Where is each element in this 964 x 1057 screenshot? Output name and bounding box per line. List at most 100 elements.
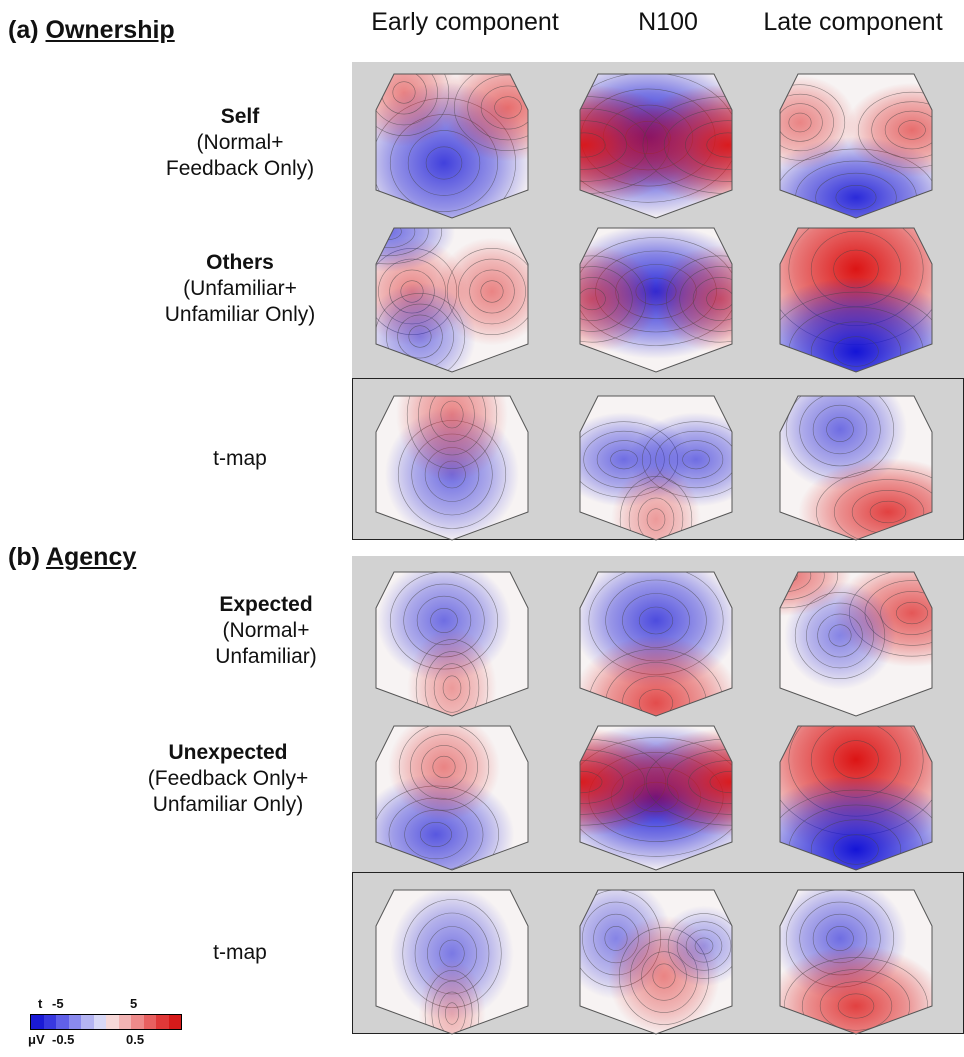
- contour-line: [622, 675, 690, 716]
- contour-line: [869, 500, 907, 524]
- scalp-outline: [579, 227, 733, 373]
- section-b-title: (b) Agency: [8, 543, 136, 572]
- section-b-prefix: (b): [8, 543, 40, 571]
- legend-swatch: [68, 1015, 81, 1029]
- scalp-map-ownership-self-0: [375, 73, 529, 219]
- row-sub-unexpected-2: Unfamiliar Only): [152, 793, 304, 816]
- contour-line: [801, 969, 911, 1034]
- contour-line: [424, 651, 480, 716]
- scalp-outline: [779, 571, 933, 717]
- contour-line: [685, 929, 723, 963]
- positive-region: [440, 74, 528, 162]
- scalp-outline: [375, 725, 529, 871]
- contour-line: [835, 185, 877, 210]
- positive-region: [418, 959, 486, 1034]
- positive-region: [652, 245, 732, 353]
- row-name-others: Others: [206, 251, 274, 274]
- contour-line: [646, 508, 666, 531]
- contour-line: [706, 287, 732, 311]
- contour-line: [857, 91, 932, 169]
- scalp-outline: [779, 395, 933, 541]
- contour-line: [780, 291, 932, 372]
- contour-line: [431, 980, 473, 1034]
- scalp-outline: [579, 395, 733, 541]
- row-label-self: Self (Normal+ Feedback Only): [140, 104, 340, 182]
- legend-swatch: [131, 1015, 144, 1029]
- row-label-others: Others (Unfamiliar+ Unfamiliar Only): [140, 250, 340, 328]
- row-sub-unexpected-1: (Feedback Only+: [147, 767, 309, 790]
- scalp-map-agency-unexpected-1: [579, 725, 733, 871]
- row-sub-self-2: Feedback Only): [165, 157, 315, 180]
- row-sub-others-1: (Unfamiliar+: [183, 277, 297, 300]
- positive-region: [407, 627, 497, 716]
- negative-region: [780, 775, 932, 870]
- contour-line: [444, 1002, 460, 1025]
- legend-t-neg: -5: [52, 996, 64, 1011]
- contour-line: [420, 822, 452, 847]
- scalp-outline: [375, 889, 529, 1035]
- contour-line: [815, 172, 897, 218]
- contour-line: [810, 321, 902, 372]
- contour-line: [467, 74, 528, 141]
- contour-line: [638, 689, 674, 716]
- legend-uv-pos: 0.5: [126, 1032, 145, 1047]
- contour-line: [406, 396, 498, 469]
- contour-line: [469, 269, 515, 314]
- contour-line: [397, 314, 443, 359]
- positive-region: [376, 74, 460, 147]
- contour-line: [580, 255, 647, 343]
- row-label-unexpected: Unexpected (Feedback Only+ Unfamiliar On…: [128, 740, 328, 818]
- contour-line: [480, 85, 528, 130]
- scalp-map-agency-expected-1: [579, 571, 733, 717]
- contour-line: [392, 81, 416, 104]
- contour-line: [833, 336, 879, 367]
- contour-line: [424, 970, 480, 1034]
- contour-line: [580, 770, 603, 794]
- contour-line: [780, 84, 846, 161]
- scalp-outline: [779, 227, 933, 373]
- contour-line: [676, 921, 732, 971]
- contour-line: [425, 146, 463, 180]
- scalp-outline: [375, 73, 529, 219]
- contour-line: [837, 993, 875, 1019]
- legend-swatch: [56, 1015, 69, 1029]
- contour-line: [442, 675, 462, 701]
- positive-region: [611, 465, 701, 540]
- contour-line: [421, 745, 467, 789]
- contour-line: [418, 396, 486, 456]
- contour-line: [896, 601, 928, 625]
- legend-uv-neg: -0.5: [52, 1032, 75, 1047]
- contour-line: [440, 400, 464, 429]
- scalp-map-agency-unexpected-2: [779, 725, 933, 871]
- positive-region: [580, 245, 660, 353]
- positive-region: [621, 84, 732, 206]
- section-b-name: Agency: [45, 543, 137, 571]
- contour-line: [580, 287, 606, 311]
- contour-line: [692, 277, 732, 321]
- contour-line: [780, 103, 823, 142]
- contour-line: [816, 468, 932, 540]
- positive-region: [844, 82, 932, 178]
- column-header-early: Early component: [371, 8, 559, 36]
- contour-line: [637, 497, 675, 540]
- contour-line: [679, 266, 732, 332]
- legend-swatch: [31, 1015, 44, 1029]
- contour-line: [580, 237, 732, 346]
- contour-line: [580, 74, 732, 203]
- column-header-n100: N100: [638, 8, 698, 36]
- contour-line: [438, 991, 466, 1034]
- scalp-map-agency-tmap-0: [375, 889, 529, 1035]
- contour-line: [799, 396, 881, 467]
- legend-swatch: [156, 1015, 169, 1029]
- contour-line: [376, 293, 466, 372]
- row-sub-expected-2: Unfamiliar): [215, 645, 317, 668]
- contour-line: [685, 120, 732, 170]
- negative-region: [780, 277, 932, 372]
- scalp-outline: [579, 725, 733, 871]
- scalp-map-ownership-tmap-2: [779, 395, 933, 541]
- contour-line: [667, 913, 732, 979]
- scalp-map-agency-tmap-1: [579, 889, 733, 1035]
- legend-swatch: [81, 1015, 94, 1029]
- scalp-outline: [375, 395, 529, 541]
- positive-region: [780, 75, 856, 170]
